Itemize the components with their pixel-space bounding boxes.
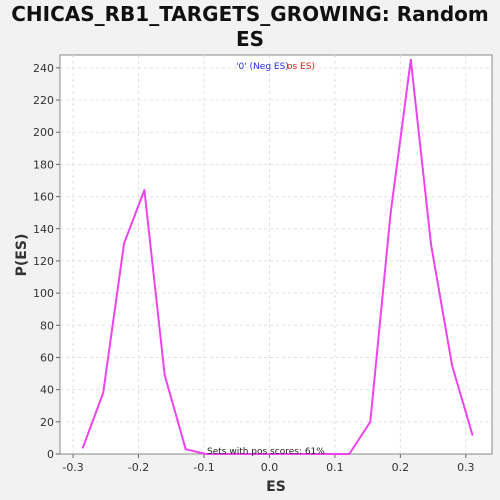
x-tick-label: -0.1 xyxy=(193,461,214,474)
data-point xyxy=(246,453,249,455)
x-tick-label: 0.3 xyxy=(457,461,475,474)
data-point xyxy=(451,364,454,367)
y-tick-label: 0 xyxy=(47,448,54,461)
series-layer xyxy=(81,58,474,455)
grid-lines xyxy=(60,55,492,454)
x-axis-ticks: -0.3 -0.2 -0.1 0.0 0.1 0.2 0.3 xyxy=(62,454,475,474)
x-tick-label: 0.1 xyxy=(326,461,344,474)
y-axis-title: P(ES) xyxy=(14,234,30,277)
y-tick-label: 160 xyxy=(33,191,54,204)
data-point xyxy=(123,242,126,245)
data-point xyxy=(348,453,351,455)
legend-neg-es: '0' (Neg ES) xyxy=(236,62,289,72)
data-point xyxy=(430,243,433,246)
x-tick-label: 0.0 xyxy=(261,461,279,474)
data-point xyxy=(225,453,228,455)
data-point xyxy=(266,453,269,455)
data-point xyxy=(184,448,187,451)
data-point xyxy=(369,420,372,423)
data-point xyxy=(307,453,310,455)
annotation-pos-scores: Sets with pos scores: 61% xyxy=(207,447,325,457)
data-point xyxy=(163,374,166,377)
y-tick-label: 20 xyxy=(40,416,54,429)
y-tick-label: 200 xyxy=(33,126,54,139)
y-axis-ticks: 0 20 40 60 80 100 120 140 160 180 200 220 240 xyxy=(33,62,60,461)
y-tick-label: 120 xyxy=(33,255,54,268)
chart-title-line1: CHICAS_RB1_TARGETS_GROWING: Random ES xyxy=(11,2,489,51)
series-line xyxy=(81,58,474,455)
data-point xyxy=(409,58,412,61)
data-point xyxy=(389,213,392,216)
data-point xyxy=(204,453,207,455)
data-point xyxy=(81,446,84,449)
x-tick-label: -0.3 xyxy=(62,461,83,474)
x-tick-label: 0.2 xyxy=(392,461,410,474)
data-point xyxy=(328,453,331,455)
data-point xyxy=(286,453,289,455)
y-tick-label: 60 xyxy=(40,351,54,364)
data-point xyxy=(143,189,146,192)
y-tick-label: 180 xyxy=(33,158,54,171)
y-tick-label: 220 xyxy=(33,94,54,107)
y-tick-label: 40 xyxy=(40,384,54,397)
legend-pos-es: os ES) xyxy=(287,62,315,72)
x-axis-title: ES xyxy=(266,479,286,495)
y-tick-label: 240 xyxy=(33,62,54,75)
plot-area xyxy=(59,54,493,455)
data-point xyxy=(471,433,474,436)
y-tick-label: 100 xyxy=(33,287,54,300)
data-point xyxy=(102,391,105,394)
y-tick-label: 80 xyxy=(40,319,54,332)
y-tick-label: 140 xyxy=(33,223,54,236)
x-tick-label: -0.2 xyxy=(128,461,149,474)
